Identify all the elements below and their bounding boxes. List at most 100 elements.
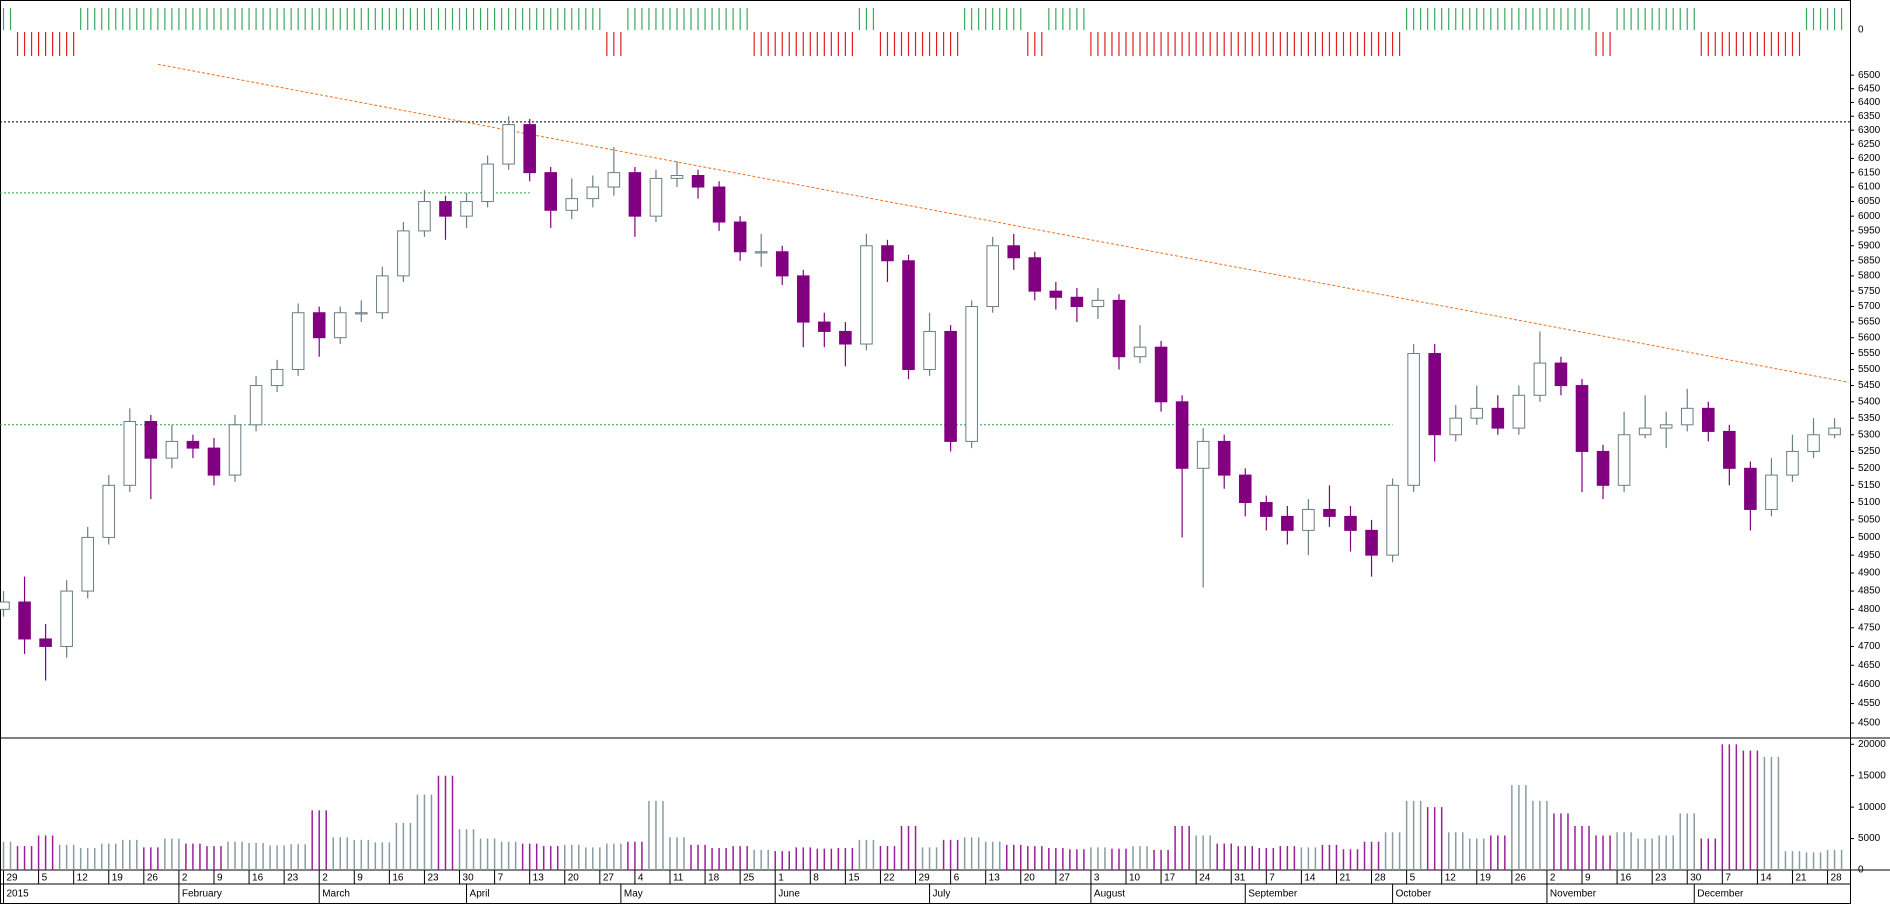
x-tick-label: 5 [42, 873, 48, 884]
x-tick-label: 13 [533, 873, 545, 884]
y-tick-label: 5450 [1858, 380, 1881, 391]
candle-body [291, 312, 305, 370]
y-tick-label: 4600 [1858, 679, 1881, 690]
month-label: February [182, 889, 222, 900]
y-tick-label: 5600 [1858, 332, 1881, 343]
candle-body [1217, 440, 1231, 476]
x-tick-label: 25 [743, 873, 755, 884]
candle-body [818, 321, 831, 332]
y-tick-label: 5000 [1858, 532, 1881, 543]
candle-body [523, 124, 536, 174]
x-tick-label: 20 [568, 873, 580, 884]
candle-body [733, 221, 747, 253]
y-tick-label: 5550 [1858, 348, 1881, 359]
x-tick-label: 14 [1760, 873, 1772, 884]
candle-body [1428, 353, 1441, 436]
x-tick-label: 13 [989, 873, 1001, 884]
signal-tick-label: 0 [1858, 25, 1864, 36]
candle-body [1154, 346, 1168, 403]
x-tick-label: 7 [1725, 873, 1731, 884]
x-tick-label: 30 [1690, 873, 1702, 884]
month-label: November [1550, 889, 1597, 900]
y-tick-label: 4550 [1858, 698, 1881, 709]
y-tick-label: 4900 [1858, 568, 1881, 579]
y-tick-label: 5200 [1858, 463, 1881, 474]
y-tick-label: 5300 [1858, 429, 1881, 440]
candle-body [1281, 515, 1294, 531]
volume-tick-label: 15000 [1858, 770, 1886, 781]
x-tick-label: 26 [1515, 873, 1527, 884]
x-tick-label: 2 [1550, 873, 1556, 884]
x-tick-label: 22 [883, 873, 895, 884]
y-tick-label: 6450 [1858, 83, 1881, 94]
x-tick-label: 16 [392, 873, 404, 884]
candle-body [1828, 427, 1841, 436]
candle-body [186, 440, 200, 449]
month-label: April [470, 889, 490, 900]
candle-body [376, 275, 389, 314]
candle-body [1049, 290, 1063, 298]
volume-tick-label: 20000 [1858, 739, 1886, 750]
x-tick-label: 23 [1655, 873, 1667, 884]
candle-body [228, 424, 242, 476]
x-tick-label: 29 [7, 873, 19, 884]
candle-body [881, 245, 894, 262]
x-tick-label: 23 [427, 873, 439, 884]
candle-body [1723, 430, 1736, 469]
month-label: June [778, 889, 800, 900]
candle-body [1470, 407, 1484, 419]
y-tick-label: 5050 [1858, 515, 1881, 526]
x-tick-label: 24 [1199, 873, 1211, 884]
candle-body [1407, 353, 1420, 486]
y-tick-label: 6250 [1858, 139, 1881, 150]
candle-body [397, 230, 410, 277]
x-tick-label: 7 [1269, 873, 1275, 884]
x-tick-label: 2 [182, 873, 188, 884]
x-tick-label: 5 [1410, 873, 1416, 884]
x-tick-label: 29 [919, 873, 931, 884]
candle-body [1575, 385, 1589, 452]
y-tick-label: 5250 [1858, 446, 1881, 457]
candle-body [1365, 529, 1378, 556]
candle-body [923, 330, 936, 370]
y-tick-label: 4750 [1858, 622, 1881, 633]
candle-body [81, 536, 94, 592]
candle-body [1786, 450, 1799, 476]
x-tick-label: 12 [1445, 873, 1457, 884]
y-tick-label: 4950 [1858, 550, 1881, 561]
candle-body [18, 601, 31, 640]
candle-body [144, 420, 158, 459]
candle-body [1449, 417, 1463, 436]
month-label: 2015 [7, 889, 30, 900]
y-tick-label: 4500 [1858, 718, 1881, 729]
candle-body [1533, 362, 1547, 396]
y-tick-label: 6000 [1858, 211, 1881, 222]
candle-body [333, 312, 347, 339]
candle-body [1701, 407, 1715, 432]
x-tick-label: 16 [1620, 873, 1632, 884]
candle-body [270, 368, 284, 387]
candle-body [439, 201, 452, 217]
y-tick-label: 5700 [1858, 301, 1881, 312]
x-tick-label: 9 [217, 873, 223, 884]
x-tick-label: 2 [322, 873, 328, 884]
y-tick-label: 6300 [1858, 125, 1881, 136]
x-tick-label: 18 [708, 873, 720, 884]
candle-body [418, 201, 431, 232]
candle-body [1680, 407, 1694, 426]
candle-body [165, 440, 179, 459]
month-label: July [933, 889, 951, 900]
candle-body [312, 312, 326, 339]
candle-body [775, 251, 789, 277]
candle-body [986, 245, 999, 308]
candle-body [39, 638, 52, 647]
candle-body [207, 447, 221, 476]
x-tick-label: 12 [77, 873, 89, 884]
candle-body [649, 177, 663, 217]
candle-body [1133, 346, 1147, 358]
candle-body [607, 172, 621, 188]
y-tick-label: 4650 [1858, 660, 1881, 671]
y-tick-label: 5150 [1858, 480, 1881, 491]
candle-body [1070, 296, 1084, 308]
